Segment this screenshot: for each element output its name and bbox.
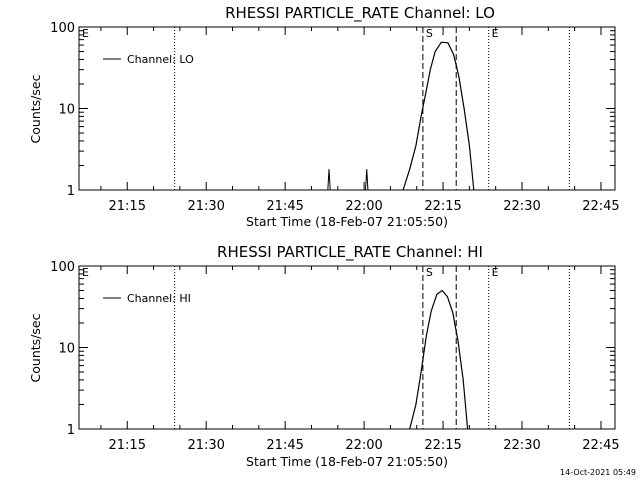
series-line (409, 289, 469, 430)
x-tick-label: 22:45 (582, 438, 619, 453)
x-tick-label: 22:00 (345, 438, 382, 453)
x-tick-label: 21:45 (266, 199, 303, 214)
x-tick-label: 22:45 (582, 199, 619, 214)
x-tick-label: 21:15 (109, 438, 146, 453)
time-marker-label: E (82, 27, 89, 40)
y-tick-label: 1 (67, 184, 75, 199)
time-marker-label: S (426, 27, 433, 40)
y-axis-label: Counts/sec (28, 313, 43, 382)
y-axis-label: Counts/sec (28, 74, 43, 143)
x-tick-label: 22:30 (503, 438, 540, 453)
chart-title: RHESSI PARTICLE_RATE Channel: HI (217, 243, 483, 262)
time-marker-label: E (82, 266, 89, 279)
time-marker-label: E (492, 266, 499, 279)
x-tick-label: 22:30 (503, 199, 540, 214)
x-tick-label: 21:30 (187, 438, 224, 453)
plot-area: 21:15 21:30 21:45 22:00 22:15 22:30 22:45 1 10 10… (50, 21, 620, 214)
time-marker-label: E (492, 27, 499, 40)
x-tick-label: 22:15 (424, 438, 461, 453)
time-marker-label: S (426, 266, 433, 279)
x-axis-label: Start Time (18-Feb-07 21:05:50) (246, 454, 448, 469)
legend-label: Channel: HI (127, 292, 191, 305)
plot-area: 21:15 21:30 21:45 22:00 22:15 22:30 22:45 1 10 10… (50, 260, 620, 453)
x-tick-label: 21:45 (266, 438, 303, 453)
legend-label: Channel: LO (127, 53, 194, 66)
x-tick-label: 22:00 (345, 199, 382, 214)
x-tick-label: 21:15 (109, 199, 146, 214)
y-tick-label: 10 (58, 342, 75, 357)
y-tick-label: 10 (58, 103, 75, 118)
x-tick-label: 21:30 (187, 199, 224, 214)
series-spike (365, 169, 369, 191)
series-line (402, 41, 475, 191)
x-tick-label: 22:15 (424, 199, 461, 214)
panel-hi: RHESSI PARTICLE_RATE Channel: HI 21:15 21… (28, 243, 620, 469)
series-spike (327, 169, 331, 191)
panel-lo: RHESSI PARTICLE_RATE Channel: LO 21:15 21… (28, 4, 620, 229)
plot-frame (78, 26, 616, 191)
timestamp: 14-Oct-2021 05:49 (560, 468, 636, 477)
y-tick-label: 1 (67, 423, 75, 438)
plot-frame (78, 265, 616, 430)
y-tick-label: 100 (50, 260, 75, 275)
x-axis-label: Start Time (18-Feb-07 21:05:50) (246, 214, 448, 229)
y-tick-label: 100 (50, 21, 75, 36)
chart-title: RHESSI PARTICLE_RATE Channel: LO (225, 4, 495, 23)
